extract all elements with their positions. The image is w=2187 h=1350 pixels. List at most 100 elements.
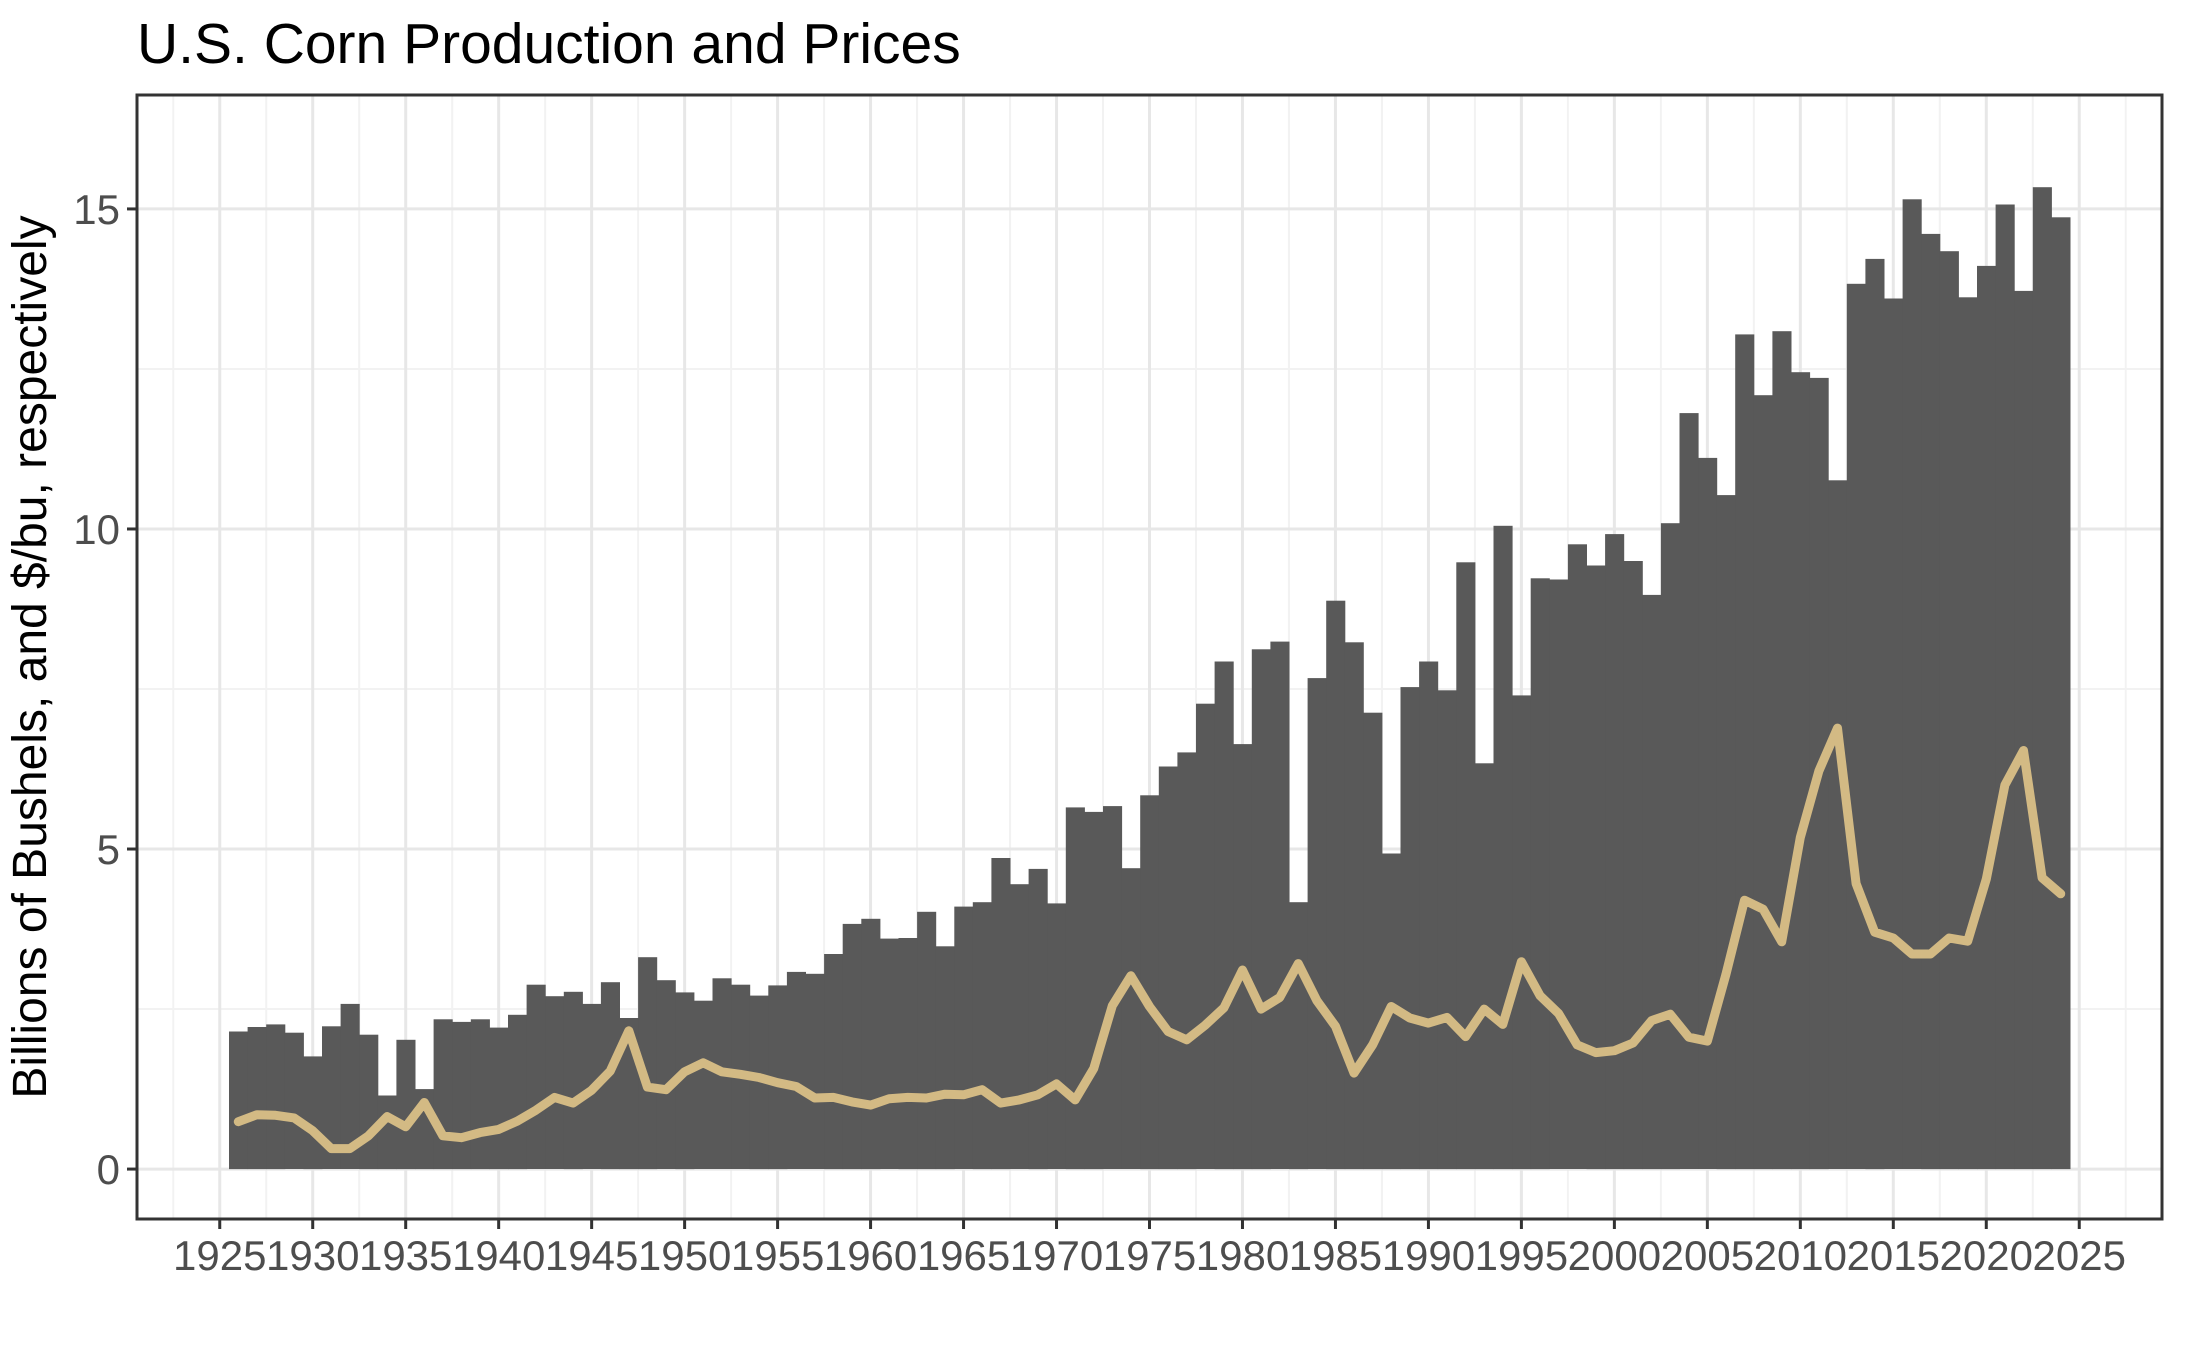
production-bar-1962	[898, 938, 918, 1170]
production-bar-1972	[1084, 811, 1104, 1170]
production-bar-1937	[433, 1019, 453, 1170]
production-bar-1951	[693, 1000, 713, 1169]
price-line	[233, 723, 2066, 1154]
production-bar-1941	[508, 1014, 528, 1170]
production-bar-2016	[1902, 199, 1922, 1170]
production-bar-1955	[768, 985, 788, 1170]
x-axis-tick-label: 2000	[1568, 1232, 1661, 1279]
production-bar-1968	[1010, 884, 1030, 1169]
production-bar-1978	[1196, 703, 1216, 1169]
production-bar-2009	[1772, 331, 1792, 1170]
production-bar-1969	[1028, 868, 1048, 1170]
production-bar-2010	[1791, 372, 1811, 1170]
production-bar-1975	[1140, 795, 1160, 1170]
x-axis-tick-label: 1960	[824, 1232, 917, 1279]
production-bar-2000	[1605, 534, 1625, 1170]
production-bar-2012	[1828, 480, 1848, 1169]
production-bar-1995	[1512, 695, 1532, 1170]
x-axis-tick-label: 1965	[917, 1232, 1010, 1279]
x-axis-tick-label: 1995	[1475, 1232, 1568, 1279]
production-bar-1954	[749, 995, 769, 1170]
production-bar-2014	[1865, 258, 1885, 1170]
production-bar-1958	[824, 954, 844, 1170]
production-bar-1930	[303, 1056, 323, 1170]
y-axis-tick-label: 10	[73, 506, 120, 553]
production-bar-1932	[340, 1003, 360, 1169]
production-bar-1961	[879, 938, 899, 1169]
production-bar-1950	[675, 992, 695, 1170]
production-bar-1927	[247, 1027, 267, 1170]
plot-area: 1925 1930 1935 1940 1945 1950 1955 1960 1965 1970…	[73, 93, 2164, 1279]
production-bar-1999	[1586, 565, 1606, 1170]
production-bar-1926	[229, 1031, 249, 1170]
production-bar-1964	[935, 946, 955, 1170]
y-axis-tick-label: 5	[97, 826, 120, 873]
x-axis-tick-label: 1985	[1289, 1232, 1382, 1279]
production-bar-1990	[1419, 661, 1439, 1170]
production-bar-2006	[1716, 495, 1736, 1170]
x-axis-tick-label: 1930	[266, 1232, 359, 1279]
production-bar-1943	[545, 996, 565, 1169]
production-bar-1984	[1307, 678, 1327, 1169]
y-axis-tick-label: 0	[97, 1146, 120, 1193]
production-bar-1976	[1158, 766, 1178, 1170]
production-bar-1979	[1214, 661, 1234, 1170]
production-bar-1993	[1474, 763, 1494, 1170]
x-axis-tick-label: 1935	[359, 1232, 452, 1279]
x-axis-tick-label: 2010	[1754, 1232, 1847, 1279]
production-bar-2002	[1642, 594, 1662, 1170]
x-axis-tick-label: 1925	[173, 1232, 266, 1279]
production-bar-1987	[1363, 712, 1383, 1170]
production-bar-1983	[1289, 902, 1309, 1170]
production-bar-1939	[470, 1019, 490, 1170]
production-bar-1956	[786, 971, 806, 1169]
production-bar-1980	[1233, 744, 1253, 1170]
production-bar-1989	[1400, 687, 1420, 1170]
production-bar-1973	[1103, 806, 1123, 1169]
production-bar-2023	[2032, 187, 2052, 1170]
production-bar-1974	[1121, 868, 1141, 1169]
production-bar-1934	[377, 1095, 397, 1170]
production-bar-1933	[359, 1034, 379, 1170]
production-bar-1929	[284, 1032, 304, 1169]
production-bar-1938	[452, 1021, 472, 1170]
production-bar-1948	[638, 957, 658, 1170]
production-bar-2017	[1921, 233, 1941, 1170]
production-bar-1931	[322, 1026, 342, 1169]
x-axis-tick-label: 2015	[1847, 1232, 1940, 1279]
x-axis-tick-label: 1940	[452, 1232, 545, 1279]
production-bar-2020	[1977, 265, 1997, 1170]
production-bar-2013	[1846, 283, 1866, 1169]
x-axis-tick-label: 2020	[1940, 1232, 2033, 1279]
production-bar-1949	[656, 980, 676, 1169]
y-axis-title: Billions of Bushels, and $/bu, respectiv…	[4, 215, 57, 1098]
y-axis-tick-label: 15	[73, 186, 120, 233]
production-bar-1977	[1177, 752, 1197, 1170]
production-bar-1944	[563, 991, 583, 1170]
production-bar-1940	[489, 1027, 509, 1170]
production-bar-2001	[1623, 561, 1643, 1170]
production-bar-1966	[972, 902, 992, 1170]
production-bar-1959	[842, 923, 862, 1170]
production-bar-1957	[805, 973, 825, 1169]
production-bar-1981	[1251, 649, 1271, 1170]
x-axis-tick-label: 2025	[2033, 1232, 2126, 1279]
x-axis-tick-label: 2005	[1661, 1232, 1754, 1279]
production-bar-1994	[1493, 525, 1513, 1170]
production-bar-2004	[1679, 413, 1699, 1170]
chart-title: U.S. Corn Production and Prices	[137, 12, 961, 76]
production-bar-2018	[1939, 251, 1959, 1170]
production-bar-1960	[861, 918, 881, 1170]
production-bar-1970	[1047, 903, 1067, 1169]
x-axis-tick-label: 1990	[1382, 1232, 1475, 1279]
production-bar-2003	[1660, 523, 1680, 1170]
production-bar-1928	[266, 1024, 286, 1170]
production-bar-1942	[526, 984, 546, 1169]
x-axis-tick-label: 1950	[638, 1232, 731, 1279]
production-bar-1986	[1344, 642, 1364, 1170]
production-bar-1992	[1456, 562, 1476, 1170]
production-bar-1963	[917, 911, 937, 1170]
production-bar-2008	[1753, 395, 1773, 1170]
